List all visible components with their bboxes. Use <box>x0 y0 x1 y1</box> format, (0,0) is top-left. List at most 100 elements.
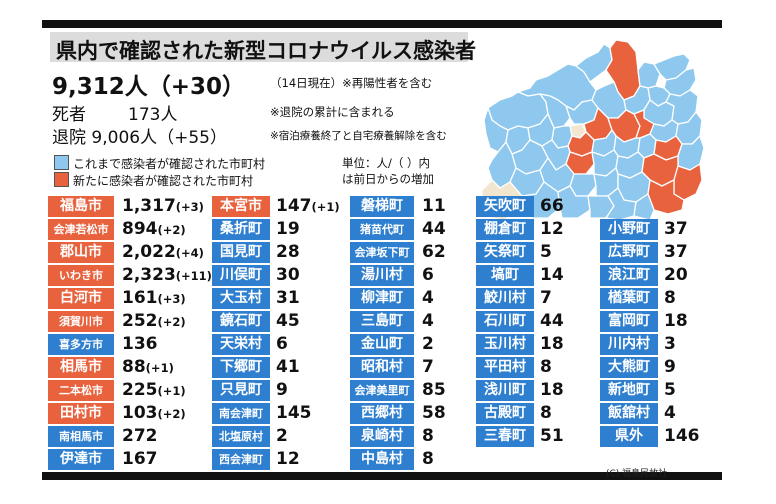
municipality-name: 会津若松市 <box>48 219 114 240</box>
unit-note-line: は前日からの増加 <box>342 172 434 186</box>
daily-increase: (+1) <box>311 200 340 214</box>
unit-note: 単位：人/（ ）内 は前日からの増加 <box>342 155 434 187</box>
page-title: 県内で確認された新型コロナウイルス感染者 <box>56 39 476 63</box>
municipality-row: 川俣町 30 <box>212 265 356 288</box>
municipality-row: 昭和村 7 <box>350 357 502 380</box>
case-count: 6 <box>422 265 434 286</box>
municipality-name: 浪江町 <box>600 265 658 286</box>
municipality-row: 楢葉町 8 <box>600 288 744 311</box>
top-border <box>42 20 722 28</box>
case-count-value: 28 <box>276 242 300 262</box>
municipality-row: 西会津町 12 <box>212 449 356 472</box>
case-count: 62 <box>422 242 446 263</box>
case-count: 37 <box>664 219 688 240</box>
municipality-row: 福島市 1,317(+3) <box>48 196 204 219</box>
case-count-value: 66 <box>540 196 564 216</box>
case-count-value: 20 <box>664 265 688 285</box>
municipality-name: 川俣町 <box>212 265 270 286</box>
case-count-value: 11 <box>422 196 446 216</box>
case-count-value: 88 <box>122 357 146 377</box>
municipality-name: 本宮市 <box>212 196 270 217</box>
deaths-value: 173人 <box>128 105 178 125</box>
municipality-name: 矢祭町 <box>476 242 534 263</box>
daily-increase: (+1) <box>157 384 186 398</box>
municipality-row: 相馬市 88(+1) <box>48 357 202 380</box>
case-count: 146 <box>664 426 700 447</box>
case-count: 14 <box>540 265 564 286</box>
municipality-row: 会津美里町 85 <box>350 380 502 403</box>
case-count-value: 136 <box>122 334 158 354</box>
municipality-name: 桑折町 <box>212 219 270 240</box>
municipality-row: 田村市 103(+2) <box>48 403 202 426</box>
case-count: 8 <box>540 403 552 424</box>
case-count-value: 18 <box>540 334 564 354</box>
case-count-value: 18 <box>664 311 688 331</box>
municipality-row: 小野町 37 <box>600 219 744 242</box>
municipality-name: 国見町 <box>212 242 270 263</box>
daily-increase: (+3) <box>157 292 186 306</box>
case-count: 9 <box>664 357 676 378</box>
case-count: 147(+1) <box>276 196 340 218</box>
municipality-name: 須賀川市 <box>48 311 114 332</box>
case-count-value: 5 <box>540 242 552 262</box>
municipality-row: 喜多方市 136 <box>48 334 202 357</box>
municipality-name: 川内村 <box>600 334 658 355</box>
municipality-name: 鏡石町 <box>212 311 270 332</box>
municipality-name: 喜多方市 <box>48 334 114 355</box>
case-count-value: 45 <box>276 311 300 331</box>
municipality-name: 湯川村 <box>350 265 414 286</box>
case-count: 12 <box>276 449 300 470</box>
case-count-value: 145 <box>276 403 312 423</box>
case-count: 145 <box>276 403 312 424</box>
municipality-row: 南相馬市 272 <box>48 426 202 449</box>
case-count: 44 <box>422 219 446 240</box>
case-count-value: 62 <box>422 242 446 262</box>
municipality-name: 大玉村 <box>212 288 270 309</box>
daily-increase: (+11) <box>175 269 212 283</box>
municipality-row: 北塩原村 2 <box>212 426 356 449</box>
case-count: 136 <box>122 334 158 355</box>
case-count-value: 252 <box>122 311 158 331</box>
municipality-row: 桑折町 19 <box>212 219 356 242</box>
municipality-row: 鮫川村 7 <box>476 288 620 311</box>
municipality-row: 飯舘村 4 <box>600 403 744 426</box>
municipality-name: 三島町 <box>350 311 414 332</box>
case-count: 3 <box>664 334 676 355</box>
municipality-row: 二本松市 225(+1) <box>48 380 202 403</box>
unit-note-line: 単位：人/（ ）内 <box>342 156 431 170</box>
map-region <box>633 193 655 221</box>
case-count: 8 <box>422 426 434 447</box>
case-count: 11 <box>422 196 446 217</box>
bottom-border <box>42 472 722 480</box>
case-count-value: 37 <box>664 219 688 239</box>
daily-increase: (+2) <box>157 407 186 421</box>
case-count-value: 103 <box>122 403 158 423</box>
municipality-name: 西会津町 <box>212 449 270 470</box>
municipality-name: 富岡町 <box>600 311 658 332</box>
case-count: 2,323(+11) <box>122 265 212 287</box>
municipality-name: 玉川村 <box>476 334 534 355</box>
municipality-row: 会津坂下町 62 <box>350 242 502 265</box>
case-count: 5 <box>664 380 676 401</box>
municipality-row: 棚倉町 12 <box>476 219 620 242</box>
municipality-name: 会津美里町 <box>350 380 414 401</box>
municipality-name: 相馬市 <box>48 357 114 378</box>
case-count-value: 58 <box>422 403 446 423</box>
case-count: 44 <box>540 311 564 332</box>
case-count-value: 31 <box>276 288 300 308</box>
municipality-row: 金山町 2 <box>350 334 502 357</box>
municipality-name: 磐梯町 <box>350 196 414 217</box>
case-count: 28 <box>276 242 300 263</box>
case-count-value: 894 <box>122 219 158 239</box>
case-count: 4 <box>664 403 676 424</box>
map-region <box>539 93 571 129</box>
municipality-row: 猪苗代町 44 <box>350 219 502 242</box>
municipality-row: 三島町 4 <box>350 311 502 334</box>
case-count: 252(+2) <box>122 311 186 333</box>
case-count: 51 <box>540 426 564 447</box>
deaths-label: 死者 <box>52 105 86 125</box>
municipality-row: 県外 146 <box>600 426 744 449</box>
case-count-value: 12 <box>540 219 564 239</box>
municipality-name: 福島市 <box>48 196 114 217</box>
municipality-row: 中島村 8 <box>350 449 502 472</box>
